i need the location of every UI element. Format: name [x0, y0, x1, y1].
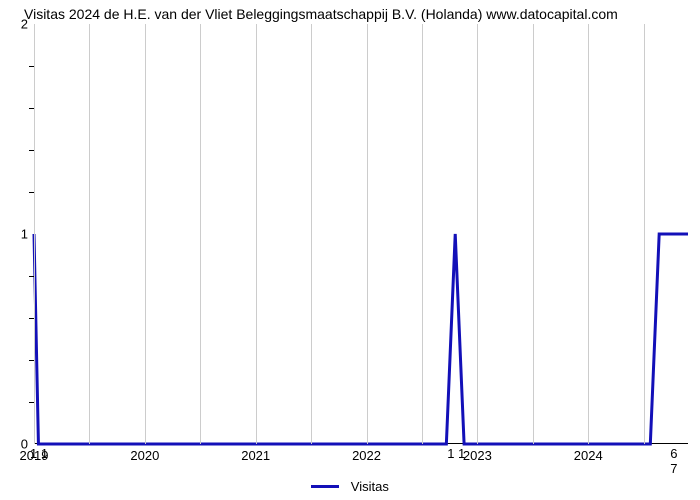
plot-area: 0122019202020212022202320241 11 16 7 — [34, 24, 688, 444]
legend: Visitas — [0, 478, 700, 494]
gridline-v — [311, 24, 312, 444]
gridline-v — [588, 24, 589, 444]
x-tick-label: 2021 — [241, 448, 270, 463]
y-minor-tick — [29, 276, 34, 277]
y-minor-tick — [29, 318, 34, 319]
y-minor-tick — [29, 402, 34, 403]
gridline-v — [533, 24, 534, 444]
gridline-v — [200, 24, 201, 444]
y-tick-label: 1 — [21, 227, 28, 242]
data-label: 1 1 — [30, 446, 48, 461]
line-series — [34, 24, 688, 444]
gridline-v — [422, 24, 423, 444]
data-label: 6 7 — [670, 446, 688, 476]
gridline-v — [145, 24, 146, 444]
x-tick-label: 2023 — [463, 448, 492, 463]
legend-swatch — [311, 485, 339, 488]
gridline-v — [477, 24, 478, 444]
y-minor-tick — [29, 108, 34, 109]
legend-label: Visitas — [351, 479, 389, 494]
x-tick-label: 2022 — [352, 448, 381, 463]
y-minor-tick — [29, 150, 34, 151]
x-tick-label: 2024 — [574, 448, 603, 463]
y-minor-tick — [29, 360, 34, 361]
chart-title: Visitas 2024 de H.E. van der Vliet Beleg… — [24, 6, 618, 22]
x-tick-label: 2020 — [130, 448, 159, 463]
gridline-v — [367, 24, 368, 444]
gridline-v — [644, 24, 645, 444]
gridline-v — [34, 24, 35, 444]
series-line — [34, 234, 688, 444]
gridline-v — [89, 24, 90, 444]
y-minor-tick — [29, 192, 34, 193]
chart-area: 0122019202020212022202320241 11 16 7 — [34, 24, 688, 444]
y-tick-label: 2 — [21, 17, 28, 32]
gridline-v — [256, 24, 257, 444]
data-label: 1 1 — [447, 446, 465, 461]
y-minor-tick — [29, 66, 34, 67]
